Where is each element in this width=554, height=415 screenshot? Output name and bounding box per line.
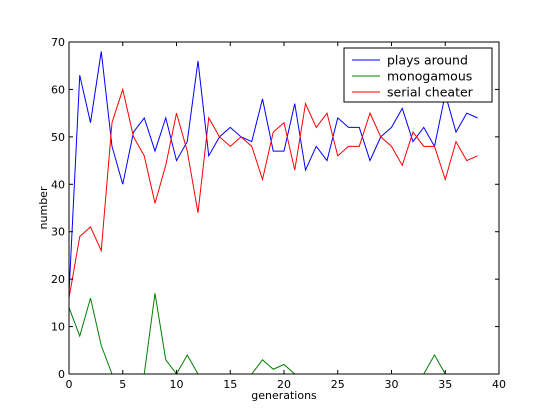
series-line-plays-around	[68, 51, 478, 294]
x-tick-label: 20	[277, 378, 291, 391]
x-tick-label: 5	[119, 378, 126, 391]
legend-label: plays around	[387, 53, 468, 68]
y-tick-label: 30	[51, 226, 65, 239]
y-tick-label: 60	[51, 83, 65, 96]
y-tick-label: 0	[58, 368, 65, 381]
series-line-serial-cheater	[68, 87, 478, 299]
y-axis-label: number	[37, 186, 50, 229]
y-tick-label: 10	[51, 321, 65, 334]
x-tick-label: 30	[385, 378, 399, 391]
x-tick-label: 15	[223, 378, 237, 391]
x-axis-label: generations	[251, 389, 317, 402]
x-tick-label: 40	[492, 378, 506, 391]
legend-label: monogamous	[387, 69, 472, 84]
x-tick-label: 10	[170, 378, 184, 391]
legend-box	[343, 47, 493, 103]
x-tick-label: 25	[331, 378, 345, 391]
x-tick-label: 35	[438, 378, 452, 391]
y-tick-label: 20	[51, 273, 65, 286]
tick-layer: 0 5 10 15 20 25 30 35 40 0 10 20 30 40 50 60 70	[51, 36, 506, 391]
x-tick-label: 0	[66, 378, 73, 391]
y-tick-label: 70	[51, 36, 65, 49]
y-tick-label: 40	[51, 178, 65, 191]
y-tick-label: 50	[51, 131, 65, 144]
legend-label: serial cheater	[387, 85, 474, 100]
